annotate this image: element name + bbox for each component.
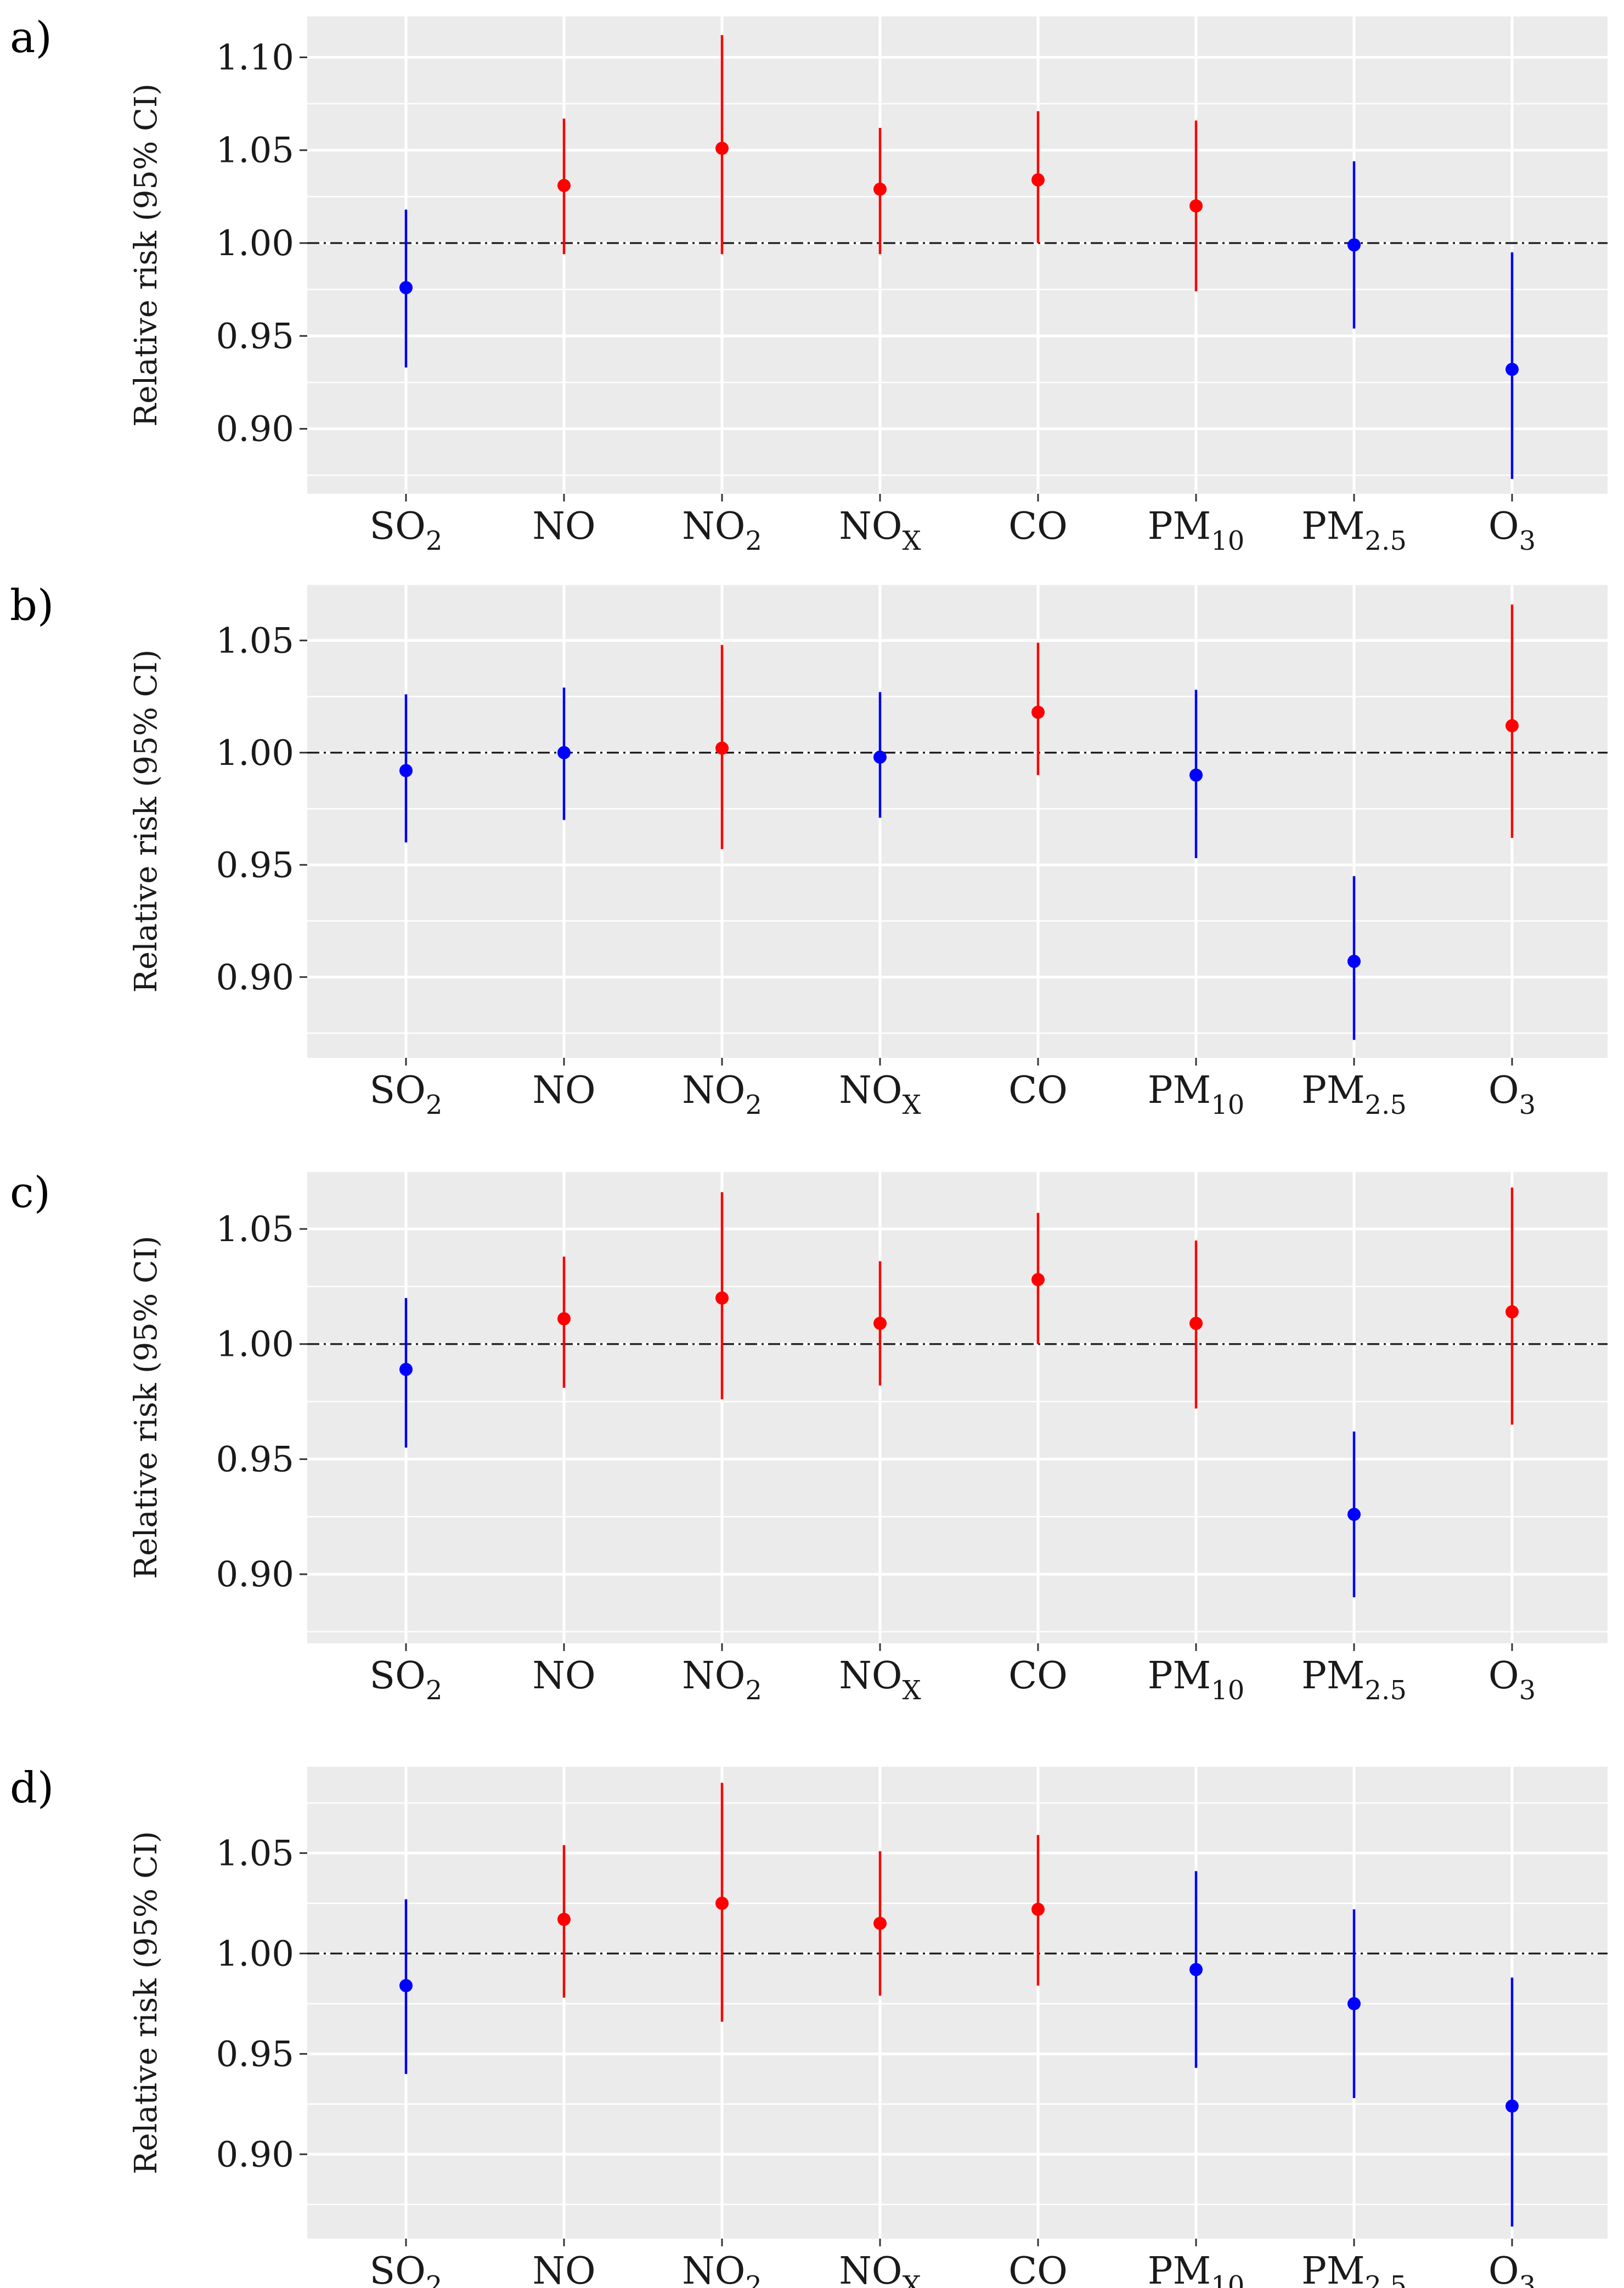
y-tick-label: 1.00 <box>216 1325 295 1365</box>
x-tick-label: NO2 <box>682 505 762 556</box>
panel-c: 0.90 0.95 1.00 1.05 Relative risk (95% CI) c)… <box>10 1168 1608 1706</box>
panel-d: 0.90 0.95 1.00 1.05 Relative risk (95% CI) d)… <box>10 1763 1608 2288</box>
estimate-point <box>873 182 887 196</box>
x-tick-label: NOX <box>839 1069 921 1120</box>
x-tick-label: PM10 <box>1148 1654 1244 1706</box>
x-tick-label: NO2 <box>682 2250 762 2288</box>
x-tick-label: CO <box>1008 1069 1068 1112</box>
estimate-point <box>399 281 413 295</box>
y-tick-label: 0.90 <box>216 2134 295 2175</box>
estimate-point <box>873 750 887 764</box>
x-tick-label: O3 <box>1488 1654 1536 1706</box>
x-tick-label: NOX <box>839 2250 921 2288</box>
x-tick-label: CO <box>1008 505 1068 548</box>
y-axis-label: Relative risk (95% CI) <box>128 1831 164 2174</box>
y-tick-label: 0.95 <box>216 1439 295 1480</box>
x-tick-label: PM2.5 <box>1301 1654 1407 1706</box>
x-tick-label: O3 <box>1488 2250 1536 2288</box>
y-tick-label: 1.00 <box>216 1934 295 1974</box>
y-tick-label: 0.95 <box>216 845 295 886</box>
estimate-point <box>873 1316 887 1330</box>
y-tick-label: 0.90 <box>216 957 295 998</box>
y-axis-label: Relative risk (95% CI) <box>128 1236 164 1579</box>
x-tick-label: PM2.5 <box>1301 1069 1407 1120</box>
estimate-point <box>1505 2099 1519 2113</box>
estimate-point <box>1031 1273 1045 1287</box>
y-tick-label: 0.95 <box>216 316 295 357</box>
y-tick-label: 1.00 <box>216 733 295 774</box>
x-tick-label: NO2 <box>682 1654 762 1706</box>
estimate-point <box>557 746 571 759</box>
estimate-point <box>557 1913 571 1926</box>
x-tick-label: PM10 <box>1148 2250 1244 2288</box>
y-tick-label: 1.10 <box>216 37 295 78</box>
x-tick-label: NO <box>532 1654 595 1698</box>
estimate-point <box>715 741 729 755</box>
y-tick-label: 1.05 <box>216 1833 295 1874</box>
estimate-point <box>1031 706 1045 719</box>
x-tick-label: SO2 <box>370 505 443 556</box>
y-tick-label: 0.90 <box>216 1554 295 1595</box>
estimate-point <box>1505 719 1519 732</box>
estimate-point <box>1189 1316 1203 1330</box>
estimate-point <box>1505 1305 1519 1318</box>
x-tick-label: NO <box>532 505 595 548</box>
y-tick-label: 1.05 <box>216 1209 295 1250</box>
estimate-point <box>399 764 413 777</box>
x-tick-label: PM10 <box>1148 1069 1244 1120</box>
x-tick-label: SO2 <box>370 1654 443 1706</box>
estimate-point <box>715 1291 729 1305</box>
x-tick-label: NOX <box>839 505 921 556</box>
x-tick-label: NO2 <box>682 1069 762 1120</box>
y-tick-label: 0.95 <box>216 2034 295 2075</box>
x-tick-label: SO2 <box>370 2250 443 2288</box>
estimate-point <box>1189 1963 1203 1976</box>
y-tick-label: 1.05 <box>216 131 295 171</box>
estimate-point <box>399 1979 413 1992</box>
estimate-point <box>715 1896 729 1910</box>
plot-background <box>307 1171 1608 1643</box>
x-tick-label: PM2.5 <box>1301 505 1407 556</box>
panel-b: 0.90 0.95 1.00 1.05 Relative risk (95% CI) b)… <box>10 581 1608 1120</box>
estimate-point <box>1347 1508 1361 1521</box>
plot-background <box>307 1767 1608 2239</box>
estimate-point <box>1031 173 1045 187</box>
x-tick-label: NO <box>532 2250 595 2288</box>
x-tick-label: O3 <box>1488 505 1536 556</box>
estimate-point <box>1347 1997 1361 2010</box>
panel-label: b) <box>10 581 54 630</box>
y-tick-label: 0.90 <box>216 409 295 450</box>
y-tick-label: 1.00 <box>216 223 295 264</box>
x-tick-label: SO2 <box>370 1069 443 1120</box>
estimate-point <box>557 179 571 193</box>
plot-background <box>307 584 1608 1058</box>
estimate-point <box>715 142 729 155</box>
estimate-point <box>1189 768 1203 782</box>
x-tick-label: CO <box>1008 1654 1068 1698</box>
x-tick-label: NO <box>532 1069 595 1112</box>
y-axis-label: Relative risk (95% CI) <box>128 650 164 993</box>
plot-background <box>307 16 1608 494</box>
panel-a: 0.90 0.95 1.00 1.05 1.10 Relative risk (95% C… <box>10 13 1608 556</box>
estimate-point <box>1189 199 1203 213</box>
y-tick-label: 1.05 <box>216 621 295 661</box>
x-tick-label: CO <box>1008 2250 1068 2288</box>
estimate-point <box>557 1312 571 1326</box>
panel-label: c) <box>10 1168 50 1218</box>
x-tick-label: O3 <box>1488 1069 1536 1120</box>
estimate-point <box>1347 238 1361 252</box>
x-tick-label: NOX <box>839 1654 921 1706</box>
estimate-point <box>1505 363 1519 376</box>
panel-label: a) <box>10 13 52 63</box>
estimate-point <box>1031 1902 1045 1916</box>
estimate-point <box>399 1362 413 1376</box>
y-axis-label: Relative risk (95% CI) <box>128 83 164 427</box>
x-tick-label: PM2.5 <box>1301 2250 1407 2288</box>
panel-label: d) <box>10 1763 54 1813</box>
estimate-point <box>873 1917 887 1930</box>
x-tick-label: PM10 <box>1148 505 1244 556</box>
estimate-point <box>1347 955 1361 968</box>
